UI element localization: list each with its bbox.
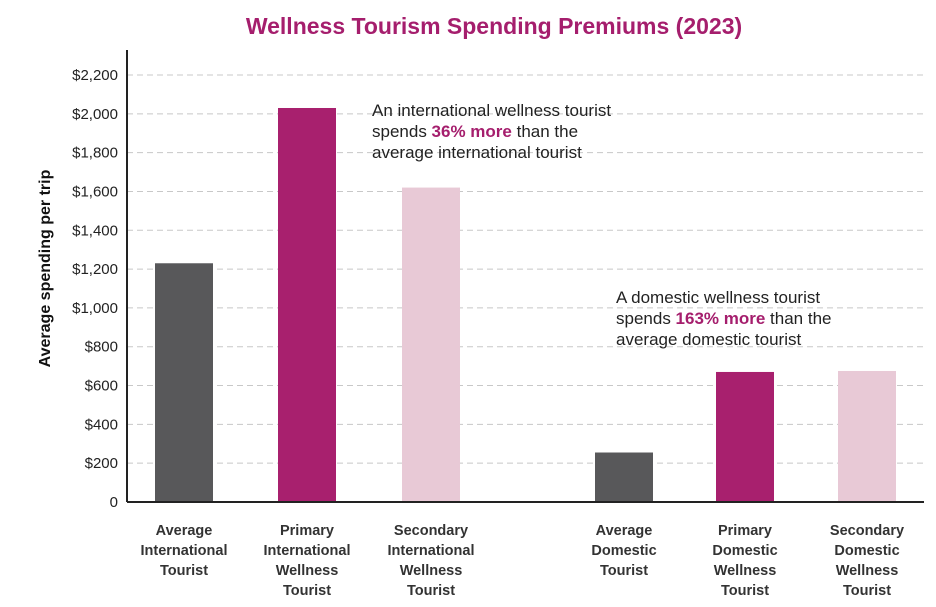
annotation-line: average domestic tourist [616, 330, 801, 349]
y-tick-label: $2,000 [72, 106, 118, 123]
y-tick-label: $600 [85, 378, 118, 395]
bar [595, 452, 653, 502]
bars [155, 107, 896, 502]
y-tick-label: $200 [85, 455, 118, 472]
x-tick-label: Average International Tourist [140, 523, 227, 579]
bar [838, 370, 896, 502]
y-tick-label: $1,000 [72, 300, 118, 317]
annotation-line: A domestic wellness tourist [616, 288, 820, 307]
y-tick-label: $2,200 [72, 67, 118, 84]
x-tick-label: Primary International Wellness Tourist [263, 523, 350, 599]
annotation: An international wellness tourist spends … [372, 101, 611, 162]
y-axis-label: Average spending per trip [37, 169, 54, 367]
y-tick-label: $800 [85, 339, 118, 356]
annotation-line: spends 36% more than the [372, 122, 578, 141]
annotations: An international wellness tourist spends … [372, 101, 832, 349]
y-tick-label: $1,200 [72, 261, 118, 278]
annotation-line: spends 163% more than the [616, 309, 832, 328]
x-tick-label: Secondary Domestic Wellness Tourist [830, 523, 904, 599]
y-tick-label: $400 [85, 416, 118, 433]
bar [155, 263, 213, 502]
y-tick-label: 0 [110, 494, 118, 511]
chart-title: Wellness Tourism Spending Premiums (2023… [246, 13, 742, 39]
y-tick-label: $1,600 [72, 183, 118, 200]
y-tick-label: $1,800 [72, 145, 118, 162]
x-tick-label: Average Domestic Tourist [591, 523, 656, 579]
y-axis-ticks: 0 $200 $400 $600 $800 $1,000 $1,200 $1,400 $1,60… [72, 67, 118, 511]
bar [278, 107, 336, 502]
annotation-line: average international tourist [372, 143, 582, 162]
x-axis-categories: Average International Tourist Primary Intern… [140, 523, 904, 599]
bar [716, 371, 774, 502]
annotation: A domestic wellness tourist spends 163% m… [616, 288, 832, 349]
bar [402, 187, 460, 502]
x-tick-label: Primary Domestic Wellness Tourist [712, 523, 777, 599]
gridlines [127, 74, 924, 464]
annotation-line: An international wellness tourist [372, 101, 611, 120]
y-tick-label: $1,400 [72, 222, 118, 239]
x-tick-label: Secondary International Wellness Tourist [387, 523, 474, 599]
